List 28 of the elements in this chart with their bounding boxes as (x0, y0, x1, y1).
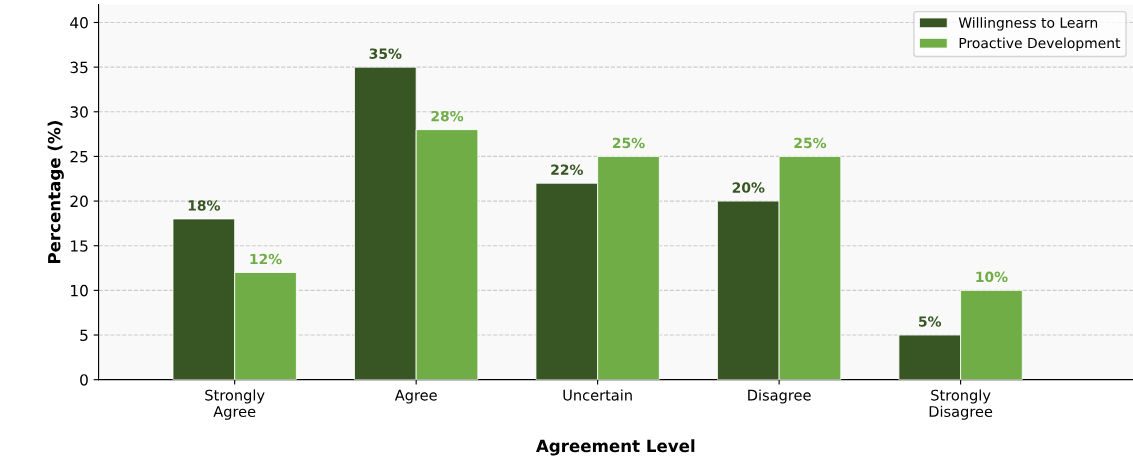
y-tick-label: 15 (71, 240, 88, 252)
y-tick-label: 5 (80, 329, 88, 342)
y-axis-title: Percentage (%) (47, 121, 64, 264)
y-tick-label: 10 (71, 284, 88, 297)
data-label: 35% (369, 48, 402, 59)
data-label: 22% (551, 164, 583, 175)
x-tick-label: Strongly Agree (205, 389, 265, 420)
data-label: 25% (612, 137, 645, 149)
x-tick-label: Strongly Disagree (929, 389, 993, 420)
x-tick-label: Agree (394, 389, 437, 404)
x-tick-label: Disagree (748, 389, 811, 404)
y-tick-label: 40 (70, 16, 88, 29)
data-label: 25% (794, 137, 827, 149)
y-tick-label: 20 (70, 195, 88, 208)
y-tick-label: 0 (80, 374, 88, 386)
x-tick-label: Uncertain (563, 389, 632, 401)
legend-label: Willingness to Learn (958, 17, 1098, 31)
y-tick-label: 30 (70, 106, 88, 118)
data-label: 10% (976, 271, 1008, 283)
data-label: 28% (431, 110, 464, 122)
data-label: 18% (188, 200, 221, 211)
y-tick-label: 35 (70, 61, 88, 74)
x-axis-title: Agreement Level (535, 439, 695, 456)
data-label: 12% (250, 253, 282, 265)
data-label: 5% (919, 316, 942, 327)
data-label: 20% (732, 182, 765, 193)
legend-label: Proactive Development (959, 37, 1121, 51)
y-tick-label: 25 (70, 150, 88, 163)
